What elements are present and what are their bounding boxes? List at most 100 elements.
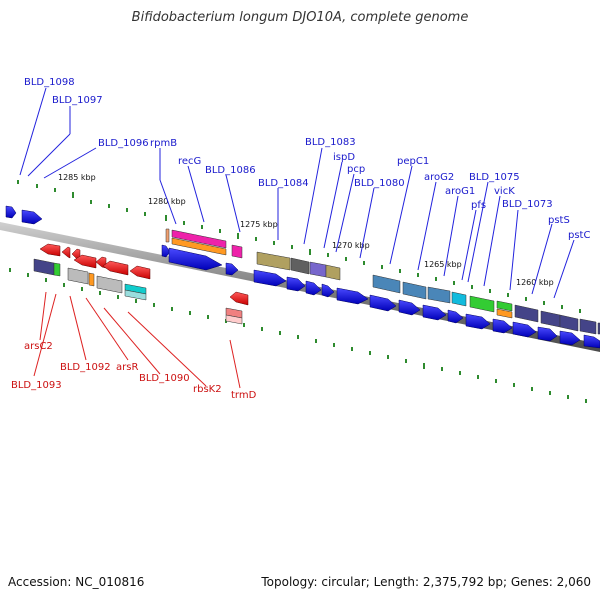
forward-genes xyxy=(5,205,600,349)
reverse-gene[interactable] xyxy=(73,254,97,269)
forward-gene[interactable] xyxy=(231,244,243,259)
forward-gene[interactable] xyxy=(579,318,597,335)
gene-label[interactable]: trmD xyxy=(231,390,257,401)
gene-label[interactable]: BLD_1075 xyxy=(469,172,520,183)
gene-label[interactable]: recG xyxy=(178,156,201,167)
gene-label[interactable]: BLD_1096 xyxy=(98,138,149,149)
scale-label-1285: 1285 kbp xyxy=(58,173,96,182)
forward-gene[interactable] xyxy=(372,274,401,294)
reverse-gene[interactable] xyxy=(129,265,151,280)
reverse-gene[interactable] xyxy=(96,275,123,294)
forward-gene[interactable] xyxy=(583,334,600,349)
gene-label[interactable]: rpmB xyxy=(150,138,177,149)
gene-label[interactable]: pstC xyxy=(568,230,590,241)
forward-gene[interactable] xyxy=(309,261,327,278)
forward-gene[interactable] xyxy=(514,304,539,323)
forward-gene[interactable] xyxy=(451,291,467,307)
gene-label[interactable]: BLD_1092 xyxy=(60,362,111,373)
forward-gene[interactable] xyxy=(369,294,397,312)
gene-label[interactable]: BLD_1084 xyxy=(258,178,309,189)
accession-text: Accession: NC_010816 xyxy=(8,575,145,589)
gene-label[interactable]: BLD_1080 xyxy=(354,178,405,189)
forward-gene[interactable] xyxy=(253,269,287,287)
gene-label[interactable]: BLD_1090 xyxy=(139,373,190,384)
forward-gene[interactable] xyxy=(402,281,427,300)
genome-title: Bifidobacterium longum DJO10A, complete … xyxy=(131,10,469,25)
gene-label[interactable]: BLD_1098 xyxy=(24,77,75,88)
forward-gene[interactable] xyxy=(21,209,43,225)
forward-gene[interactable] xyxy=(171,229,227,249)
reverse-gene[interactable] xyxy=(61,246,71,259)
genome-summary-text: Topology: circular; Length: 2,375,792 bp… xyxy=(261,575,591,589)
scale-label-1270: 1270 kbp xyxy=(332,241,370,250)
gene-label[interactable]: aroG1 xyxy=(445,186,475,197)
forward-gene[interactable] xyxy=(496,308,513,319)
forward-gene[interactable] xyxy=(325,264,341,281)
reverse-gene[interactable] xyxy=(225,314,243,325)
gene-label[interactable]: pepC1 xyxy=(397,156,429,167)
forward-gene[interactable] xyxy=(171,237,227,256)
reverse-genes xyxy=(39,243,249,306)
forward-gene[interactable] xyxy=(512,321,537,338)
reverse-genes-lower xyxy=(33,258,243,325)
gene-label[interactable]: ispD xyxy=(333,152,355,163)
forward-gene[interactable] xyxy=(427,286,451,304)
gene-label[interactable]: pfs xyxy=(471,200,486,211)
forward-gene[interactable] xyxy=(305,280,322,296)
forward-gene[interactable] xyxy=(256,251,291,271)
scale-label-1265: 1265 kbp xyxy=(424,260,462,269)
forward-gene[interactable] xyxy=(161,244,171,258)
forward-gene[interactable] xyxy=(492,318,513,334)
reverse-gene[interactable] xyxy=(53,262,61,277)
forward-gene[interactable] xyxy=(168,247,223,271)
forward-gene[interactable] xyxy=(5,205,17,219)
gene-label[interactable]: BLD_1093 xyxy=(11,380,62,391)
gene-label[interactable]: arsR xyxy=(116,362,138,373)
forward-gene[interactable] xyxy=(225,262,239,276)
gene-label[interactable]: BLD_1097 xyxy=(52,95,103,106)
forward-gene[interactable] xyxy=(540,310,561,328)
scale-label-1275: 1275 kbp xyxy=(240,220,278,229)
inner-ticks xyxy=(9,268,587,403)
gene-label[interactable]: BLD_1083 xyxy=(305,137,356,148)
gene-label[interactable]: aroG2 xyxy=(424,172,454,183)
forward-gene[interactable] xyxy=(321,283,335,298)
forward-gene[interactable] xyxy=(469,295,495,313)
forward-gene[interactable] xyxy=(398,299,421,316)
forward-gene[interactable] xyxy=(336,287,369,305)
forward-gene[interactable] xyxy=(559,330,581,346)
reverse-gene[interactable] xyxy=(88,272,95,287)
reverse-gene[interactable] xyxy=(124,289,147,301)
gene-label[interactable]: BLD_1073 xyxy=(502,199,553,210)
gene-label[interactable]: vicK xyxy=(494,186,515,197)
reverse-gene[interactable] xyxy=(67,267,89,285)
scale-ticks xyxy=(17,180,581,313)
gene-label[interactable]: BLD_1086 xyxy=(205,165,256,176)
forward-gene[interactable] xyxy=(290,257,310,275)
reverse-label-group: arsC2 BLD_1093 BLD_1092 arsR BLD_1090 rb… xyxy=(11,341,257,401)
reverse-gene[interactable] xyxy=(33,258,55,276)
forward-gene[interactable] xyxy=(286,276,306,292)
forward-gene[interactable] xyxy=(537,326,558,342)
gene-label[interactable]: rbsK2 xyxy=(193,384,222,395)
forward-gene[interactable] xyxy=(422,304,447,321)
forward-gene[interactable] xyxy=(559,314,579,332)
reverse-gene[interactable] xyxy=(102,260,129,276)
gene-label[interactable]: pstS xyxy=(548,215,570,226)
reverse-gene[interactable] xyxy=(229,291,249,306)
reverse-gene[interactable] xyxy=(39,243,61,257)
gene-label[interactable]: pcp xyxy=(347,164,365,175)
forward-gene[interactable] xyxy=(165,228,170,243)
forward-genes-upper xyxy=(165,228,600,335)
scale-label-1280: 1280 kbp xyxy=(148,197,186,206)
reverse-gene[interactable] xyxy=(95,256,107,269)
gene-label[interactable]: arsC2 xyxy=(24,341,53,352)
forward-gene[interactable] xyxy=(496,300,513,312)
forward-label-group: BLD_1098 BLD_1097 BLD_1096 rpmB recG BLD… xyxy=(24,77,590,241)
forward-gene[interactable] xyxy=(447,309,464,324)
forward-gene[interactable] xyxy=(465,313,491,330)
forward-leader-lines xyxy=(19,87,575,299)
reverse-leader-lines xyxy=(33,291,241,389)
